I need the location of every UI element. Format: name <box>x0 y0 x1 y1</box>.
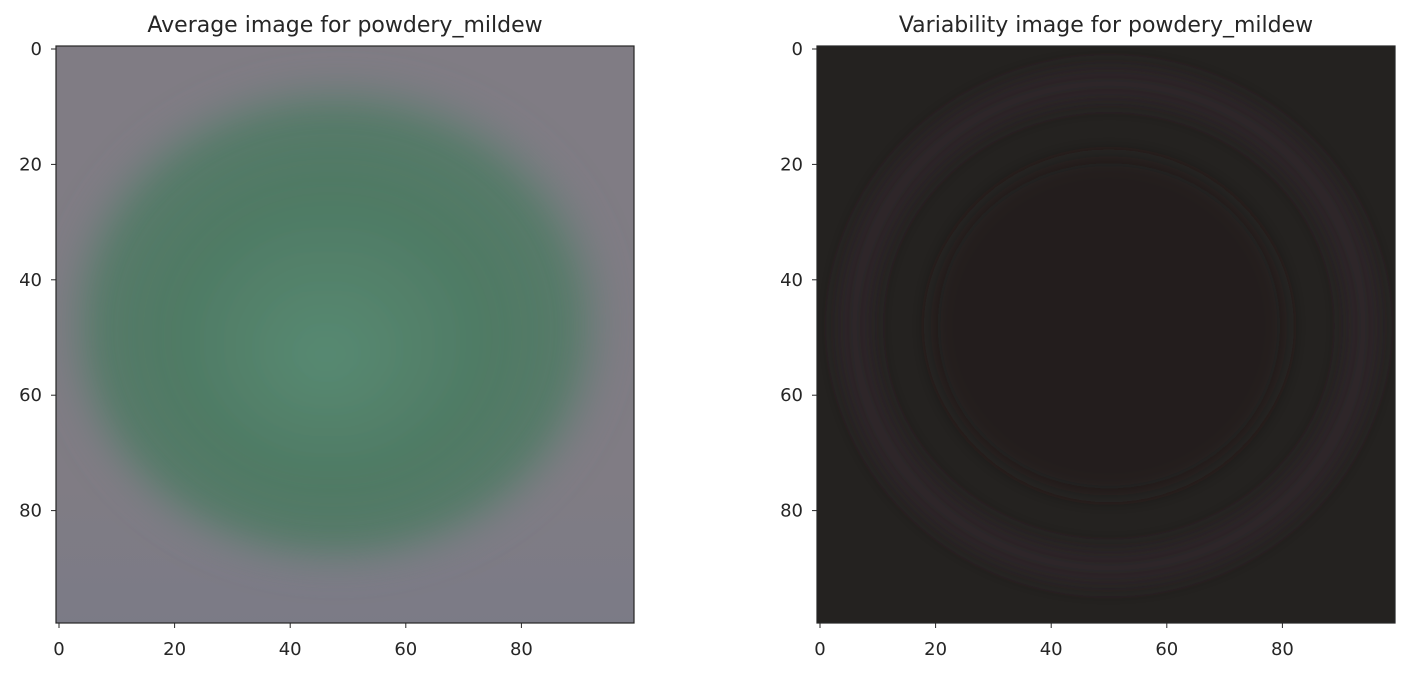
average-image-title: Average image for powdery_mildew <box>147 13 542 38</box>
y-tick-label: 80 <box>19 501 42 522</box>
x-tick-label: 20 <box>163 639 186 660</box>
y-tick-label: 80 <box>780 501 803 522</box>
x-tick-label: 60 <box>394 639 417 660</box>
x-tick-label: 40 <box>1040 639 1063 660</box>
y-tick-label: 40 <box>19 270 42 291</box>
variability-image-plot-area <box>817 46 1395 623</box>
y-tick-label: 0 <box>792 39 803 60</box>
variability-image-frame <box>816 45 1396 624</box>
average-image-y-ticks: 0 20 40 60 80 <box>19 39 56 522</box>
x-tick-label: 20 <box>924 639 947 660</box>
y-tick-label: 60 <box>780 385 803 406</box>
y-tick-label: 60 <box>19 385 42 406</box>
average-image-panel: Average image for powdery_mildew 0 20 40 60… <box>19 13 635 660</box>
y-tick-label: 20 <box>19 154 42 175</box>
x-tick-label: 0 <box>53 639 64 660</box>
y-tick-label: 0 <box>31 39 42 60</box>
variability-image-x-ticks: 0 20 40 60 80 <box>814 623 1294 660</box>
y-tick-label: 40 <box>780 270 803 291</box>
variability-image-panel: Variability image for powdery_mildew 0 20… <box>780 13 1396 660</box>
x-tick-label: 80 <box>1271 639 1294 660</box>
x-tick-label: 60 <box>1155 639 1178 660</box>
average-image-x-ticks: 0 20 40 60 80 <box>53 623 533 660</box>
average-image-leaf-blob <box>56 73 630 591</box>
average-image-frame <box>55 45 635 624</box>
x-tick-label: 80 <box>510 639 533 660</box>
variability-image-ring <box>837 66 1381 586</box>
variability-image-y-ticks: 0 20 40 60 80 <box>780 39 817 522</box>
x-tick-label: 0 <box>814 639 825 660</box>
x-tick-label: 40 <box>279 639 302 660</box>
variability-image-inner <box>930 156 1287 496</box>
variability-image-title: Variability image for powdery_mildew <box>899 13 1313 38</box>
average-image-plot-area <box>56 46 634 623</box>
y-tick-label: 20 <box>780 154 803 175</box>
